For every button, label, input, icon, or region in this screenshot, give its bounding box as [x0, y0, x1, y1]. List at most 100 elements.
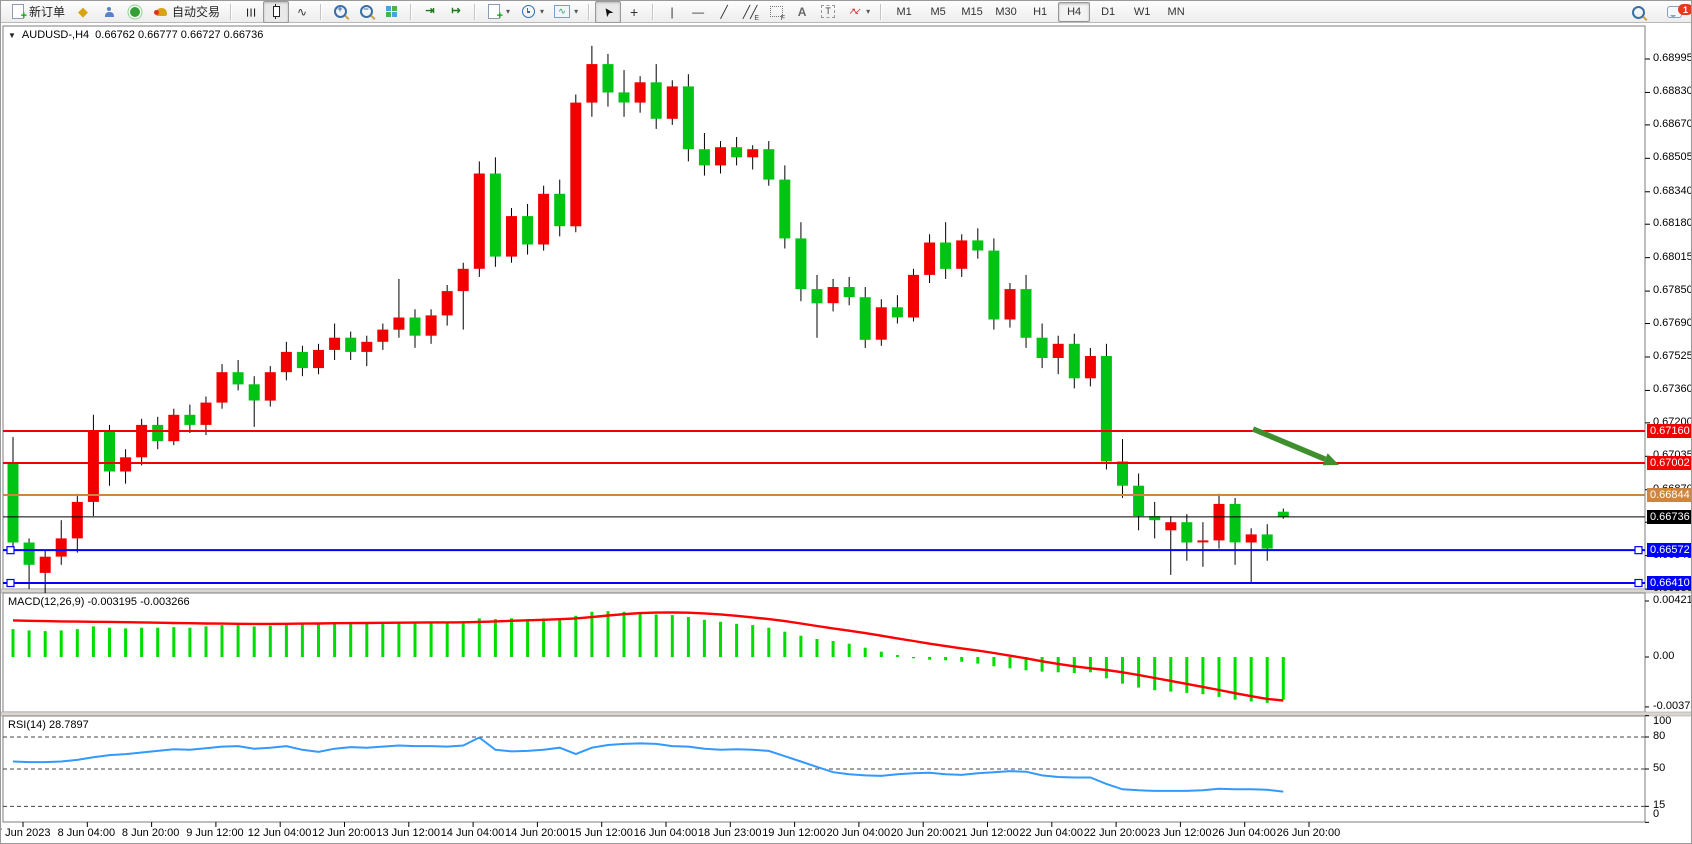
indicators-button[interactable]: ∿ ▾ — [549, 1, 583, 23]
new-chart-icon: + — [486, 4, 503, 22]
horizontal-line-tool-button[interactable]: — — [685, 1, 711, 23]
new-order-label: 新订单 — [29, 5, 66, 19]
toolbar-separator — [230, 3, 233, 20]
profile-icon — [101, 4, 117, 20]
timeframe-button-H4[interactable]: H4 — [1058, 1, 1091, 22]
time-axis-label: 22 Jun 04:00 — [1019, 827, 1084, 839]
crosshair-tool-button[interactable]: + — [621, 1, 647, 23]
channel-tool-button[interactable]: ╱╱ E — [737, 1, 763, 23]
line-chart-type-button[interactable]: ∿ — [289, 1, 315, 23]
tile-windows-icon — [384, 4, 400, 20]
signal-icon — [127, 4, 143, 20]
trend-arrow-annotation — [1251, 426, 1327, 462]
timeframe-button-M30[interactable]: M30 — [995, 5, 1017, 18]
horizontal-line-icon: — — [692, 4, 705, 19]
toolbar-separator — [652, 3, 655, 20]
support-line-1-handle — [6, 546, 15, 555]
time-axis-label: 20 Jun 20:00 — [890, 827, 955, 839]
time-axis-label: 26 Jun 04:00 — [1212, 827, 1276, 839]
zoom-out-icon: − — [358, 4, 374, 20]
time-axis-label: 9 Jun 12:00 — [186, 827, 244, 839]
macd-indicator-label: MACD(12,26,9) -0.003195 -0.003266 — [8, 596, 190, 608]
timeframe-button-D1[interactable]: D1 — [1101, 5, 1116, 18]
time-axis-label: 18 Jun 23:00 — [697, 827, 762, 839]
rsi-axis-label: 100 — [1653, 715, 1672, 727]
price-tick-label: 0.68015 — [1653, 250, 1692, 263]
time-axis-label: 19 Jun 12:00 — [762, 827, 826, 839]
zoom-in-button[interactable]: + — [327, 1, 353, 23]
text-label-icon: T — [820, 4, 836, 20]
price-tag-0.66736: 0.66736 — [1647, 509, 1691, 524]
bar-chart-icon: ☰ — [244, 7, 257, 16]
collapse-chart-icon[interactable]: ▼ — [8, 30, 16, 40]
time-axis-label: 14 Jun 20:00 — [505, 827, 569, 839]
time-axis-label: 22 Jun 20:00 — [1083, 827, 1148, 839]
fibonacci-tool-button[interactable]: F — [763, 1, 789, 23]
market-button[interactable]: ◆ — [70, 1, 96, 23]
bar-chart-type-button[interactable]: ☰ — [237, 1, 263, 23]
trendline-tool-button[interactable]: ╱ — [711, 1, 737, 23]
zoom-out-button[interactable]: − — [353, 1, 379, 23]
text-tool-button[interactable]: A — [789, 1, 815, 23]
tile-windows-button[interactable] — [379, 1, 405, 23]
chart-quote-ohlc: 0.66762 0.66777 0.66727 0.66736 — [95, 29, 264, 41]
timeframe-button-W1[interactable]: W1 — [1133, 5, 1151, 18]
signals-button[interactable] — [122, 1, 148, 23]
macd-axis-label: 0.00 — [1653, 650, 1675, 662]
rsi-name: RSI(14) — [8, 719, 46, 731]
vertical-line-tool-button[interactable]: | — [659, 1, 685, 23]
macd-signal-line — [12, 611, 1284, 702]
chat-button[interactable]: 1 — [1661, 1, 1691, 23]
price-tick-label: 0.68995 — [1653, 52, 1692, 64]
time-axis-label: 15 Jun 12:00 — [569, 827, 633, 839]
chart-title-bar: ▼ AUDUSD-,H4 0.66762 0.66777 0.66727 0.6… — [8, 29, 263, 41]
macd-axis-label: -0.003755 — [1653, 699, 1691, 712]
new-chart-button[interactable]: + ▾ — [481, 1, 515, 23]
timeframe-button-M5[interactable]: M5 — [930, 5, 946, 18]
auto-scroll-icon: ⇥ — [425, 5, 435, 17]
chart-canvas[interactable] — [1, 23, 1692, 844]
rsi-line — [12, 736, 1284, 793]
notification-badge: 1 — [1678, 4, 1691, 15]
periods-button[interactable]: ▾ — [515, 1, 549, 23]
time-axis-label: 8 Jun 04:00 — [57, 827, 116, 839]
auto-trading-icon — [153, 4, 169, 20]
time-axis-label: 26 Jun 20:00 — [1276, 827, 1341, 839]
label-tool-button[interactable]: T — [815, 1, 841, 23]
rsi-axis-label: 80 — [1653, 729, 1666, 742]
new-order-button[interactable]: + 新订单 — [5, 1, 70, 23]
price-tag-0.67002: 0.67002 — [1647, 456, 1691, 470]
price-tick-label: 0.68505 — [1653, 151, 1692, 164]
price-tag-0.66844: 0.66844 — [1647, 488, 1691, 503]
chart-shift-icon: ↦ — [451, 5, 461, 17]
arrows-tool-button[interactable]: ↗↙ ▾ — [841, 1, 875, 23]
price-tick-label: 0.68670 — [1653, 117, 1692, 130]
price-tag-0.66410: 0.66410 — [1647, 576, 1691, 590]
clock-icon — [520, 4, 536, 20]
vertical-line-icon: | — [670, 4, 674, 19]
rsi-axis-label: 15 — [1653, 799, 1666, 812]
support-line-1-handle — [1634, 546, 1643, 555]
price-tag-0.66572: 0.66572 — [1647, 543, 1691, 558]
chart-shift-button[interactable]: ↦ — [443, 1, 469, 23]
macd-values: -0.003195 -0.003266 — [87, 596, 190, 608]
time-axis-label: 12 Jun 20:00 — [312, 827, 376, 839]
price-tag-0.67160: 0.67160 — [1647, 423, 1691, 438]
cursor-tool-button[interactable]: ➤ — [595, 1, 622, 23]
timeframe-button-H1[interactable]: H1 — [1033, 5, 1048, 18]
auto-trading-button[interactable]: 自动交易 — [148, 1, 225, 23]
toolbar-separator — [410, 3, 413, 20]
candle-chart-type-button[interactable] — [263, 1, 290, 23]
time-axis-label: 7 Jun 2023 — [0, 827, 51, 839]
auto-scroll-button[interactable]: ⇥ — [417, 1, 443, 23]
timeframe-button-M1[interactable]: M1 — [896, 5, 912, 18]
search-button[interactable] — [1625, 1, 1651, 23]
macd-histogram — [11, 611, 1285, 703]
timeframe-button-MN[interactable]: MN — [1167, 5, 1185, 18]
timeframe-group: M1 M5 M15 M30 H1 H4 D1 W1 MN — [887, 1, 1193, 23]
time-axis-label: 23 Jun 12:00 — [1148, 827, 1212, 839]
profile-button[interactable] — [96, 1, 122, 23]
candlestick-series — [7, 45, 1289, 594]
timeframe-button-M15[interactable]: M15 — [961, 5, 983, 18]
